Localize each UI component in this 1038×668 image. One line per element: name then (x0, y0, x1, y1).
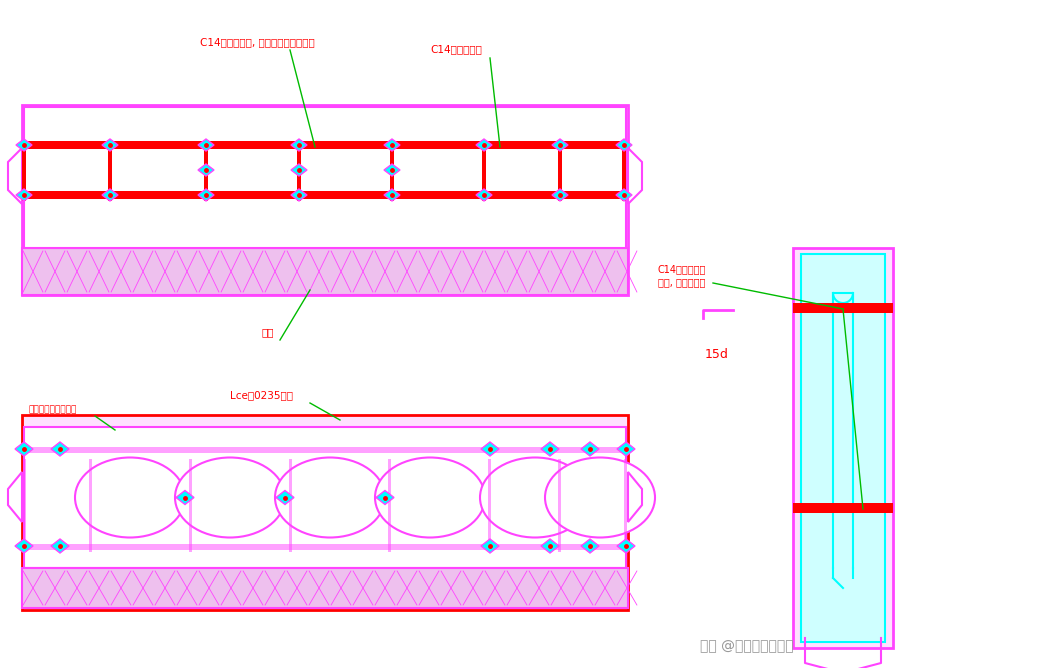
Polygon shape (617, 539, 635, 553)
Bar (24, 141, 626, 149)
Text: 15d: 15d (705, 348, 729, 361)
Bar (289, 459, 292, 552)
Polygon shape (291, 189, 307, 201)
Bar (489, 459, 492, 552)
Bar (189, 459, 191, 552)
Polygon shape (384, 189, 400, 201)
Polygon shape (481, 442, 499, 456)
Polygon shape (198, 189, 214, 201)
Polygon shape (291, 139, 307, 151)
Bar (22, 147, 26, 201)
Polygon shape (198, 164, 214, 176)
Polygon shape (16, 139, 32, 151)
Bar (793, 248, 893, 648)
Bar (22, 568, 628, 608)
Polygon shape (102, 189, 118, 201)
Ellipse shape (275, 458, 385, 538)
Polygon shape (581, 442, 599, 456)
Bar (108, 147, 112, 201)
Polygon shape (617, 442, 635, 456)
Polygon shape (198, 139, 214, 151)
Polygon shape (384, 164, 400, 176)
Text: Lce判0235钢筋: Lce判0235钢筋 (230, 390, 293, 400)
Polygon shape (276, 490, 294, 504)
Text: 头条 @寓英才地产培训: 头条 @寓英才地产培训 (700, 639, 794, 653)
Bar (390, 147, 394, 201)
Bar (793, 303, 893, 313)
Polygon shape (16, 189, 32, 201)
Bar (24, 447, 626, 453)
Polygon shape (616, 189, 632, 201)
Ellipse shape (545, 458, 655, 538)
Bar (24, 107, 626, 248)
Ellipse shape (480, 458, 590, 538)
Bar (24, 107, 626, 248)
Ellipse shape (375, 458, 485, 538)
Polygon shape (176, 490, 194, 504)
Polygon shape (51, 442, 69, 456)
Ellipse shape (175, 458, 285, 538)
Bar (22, 105, 628, 295)
Bar (24, 427, 626, 568)
Text: C14第二类钢筋: C14第二类钢筋 (430, 44, 482, 54)
Bar (388, 459, 391, 552)
Bar (558, 147, 562, 201)
Polygon shape (541, 539, 559, 553)
Text: 间距: 间距 (262, 327, 274, 337)
Polygon shape (8, 148, 22, 204)
Bar (558, 459, 562, 552)
Polygon shape (541, 442, 559, 456)
Polygon shape (581, 539, 599, 553)
Bar (24, 191, 626, 199)
Bar (622, 147, 626, 201)
Bar (204, 147, 208, 201)
Polygon shape (15, 539, 33, 553)
Bar (23, 459, 26, 552)
Polygon shape (552, 189, 568, 201)
Bar (625, 459, 628, 552)
Polygon shape (476, 189, 492, 201)
Polygon shape (552, 139, 568, 151)
Polygon shape (376, 490, 394, 504)
Polygon shape (51, 539, 69, 553)
Bar (88, 459, 91, 552)
Bar (22, 415, 628, 610)
Bar (22, 248, 628, 295)
Polygon shape (616, 139, 632, 151)
Text: C14第二类钢筋: C14第二类钢筋 (658, 264, 707, 274)
Polygon shape (481, 539, 499, 553)
Polygon shape (15, 442, 33, 456)
Bar (801, 254, 885, 642)
Text: 直径为该处钢筋内径: 直径为该处钢筋内径 (28, 405, 77, 414)
Polygon shape (102, 139, 118, 151)
Bar (793, 503, 893, 513)
Text: 间距, 与设计剧同: 间距, 与设计剧同 (658, 277, 706, 287)
Ellipse shape (75, 458, 185, 538)
Polygon shape (384, 139, 400, 151)
Bar (297, 147, 301, 201)
Polygon shape (628, 472, 641, 522)
Polygon shape (628, 148, 641, 204)
Polygon shape (8, 472, 22, 522)
Text: C14第一类钢筋, 长度由计算确定筋长: C14第一类钢筋, 长度由计算确定筋长 (200, 37, 315, 47)
Polygon shape (291, 164, 307, 176)
Bar (482, 147, 486, 201)
Polygon shape (476, 139, 492, 151)
Bar (24, 544, 626, 550)
